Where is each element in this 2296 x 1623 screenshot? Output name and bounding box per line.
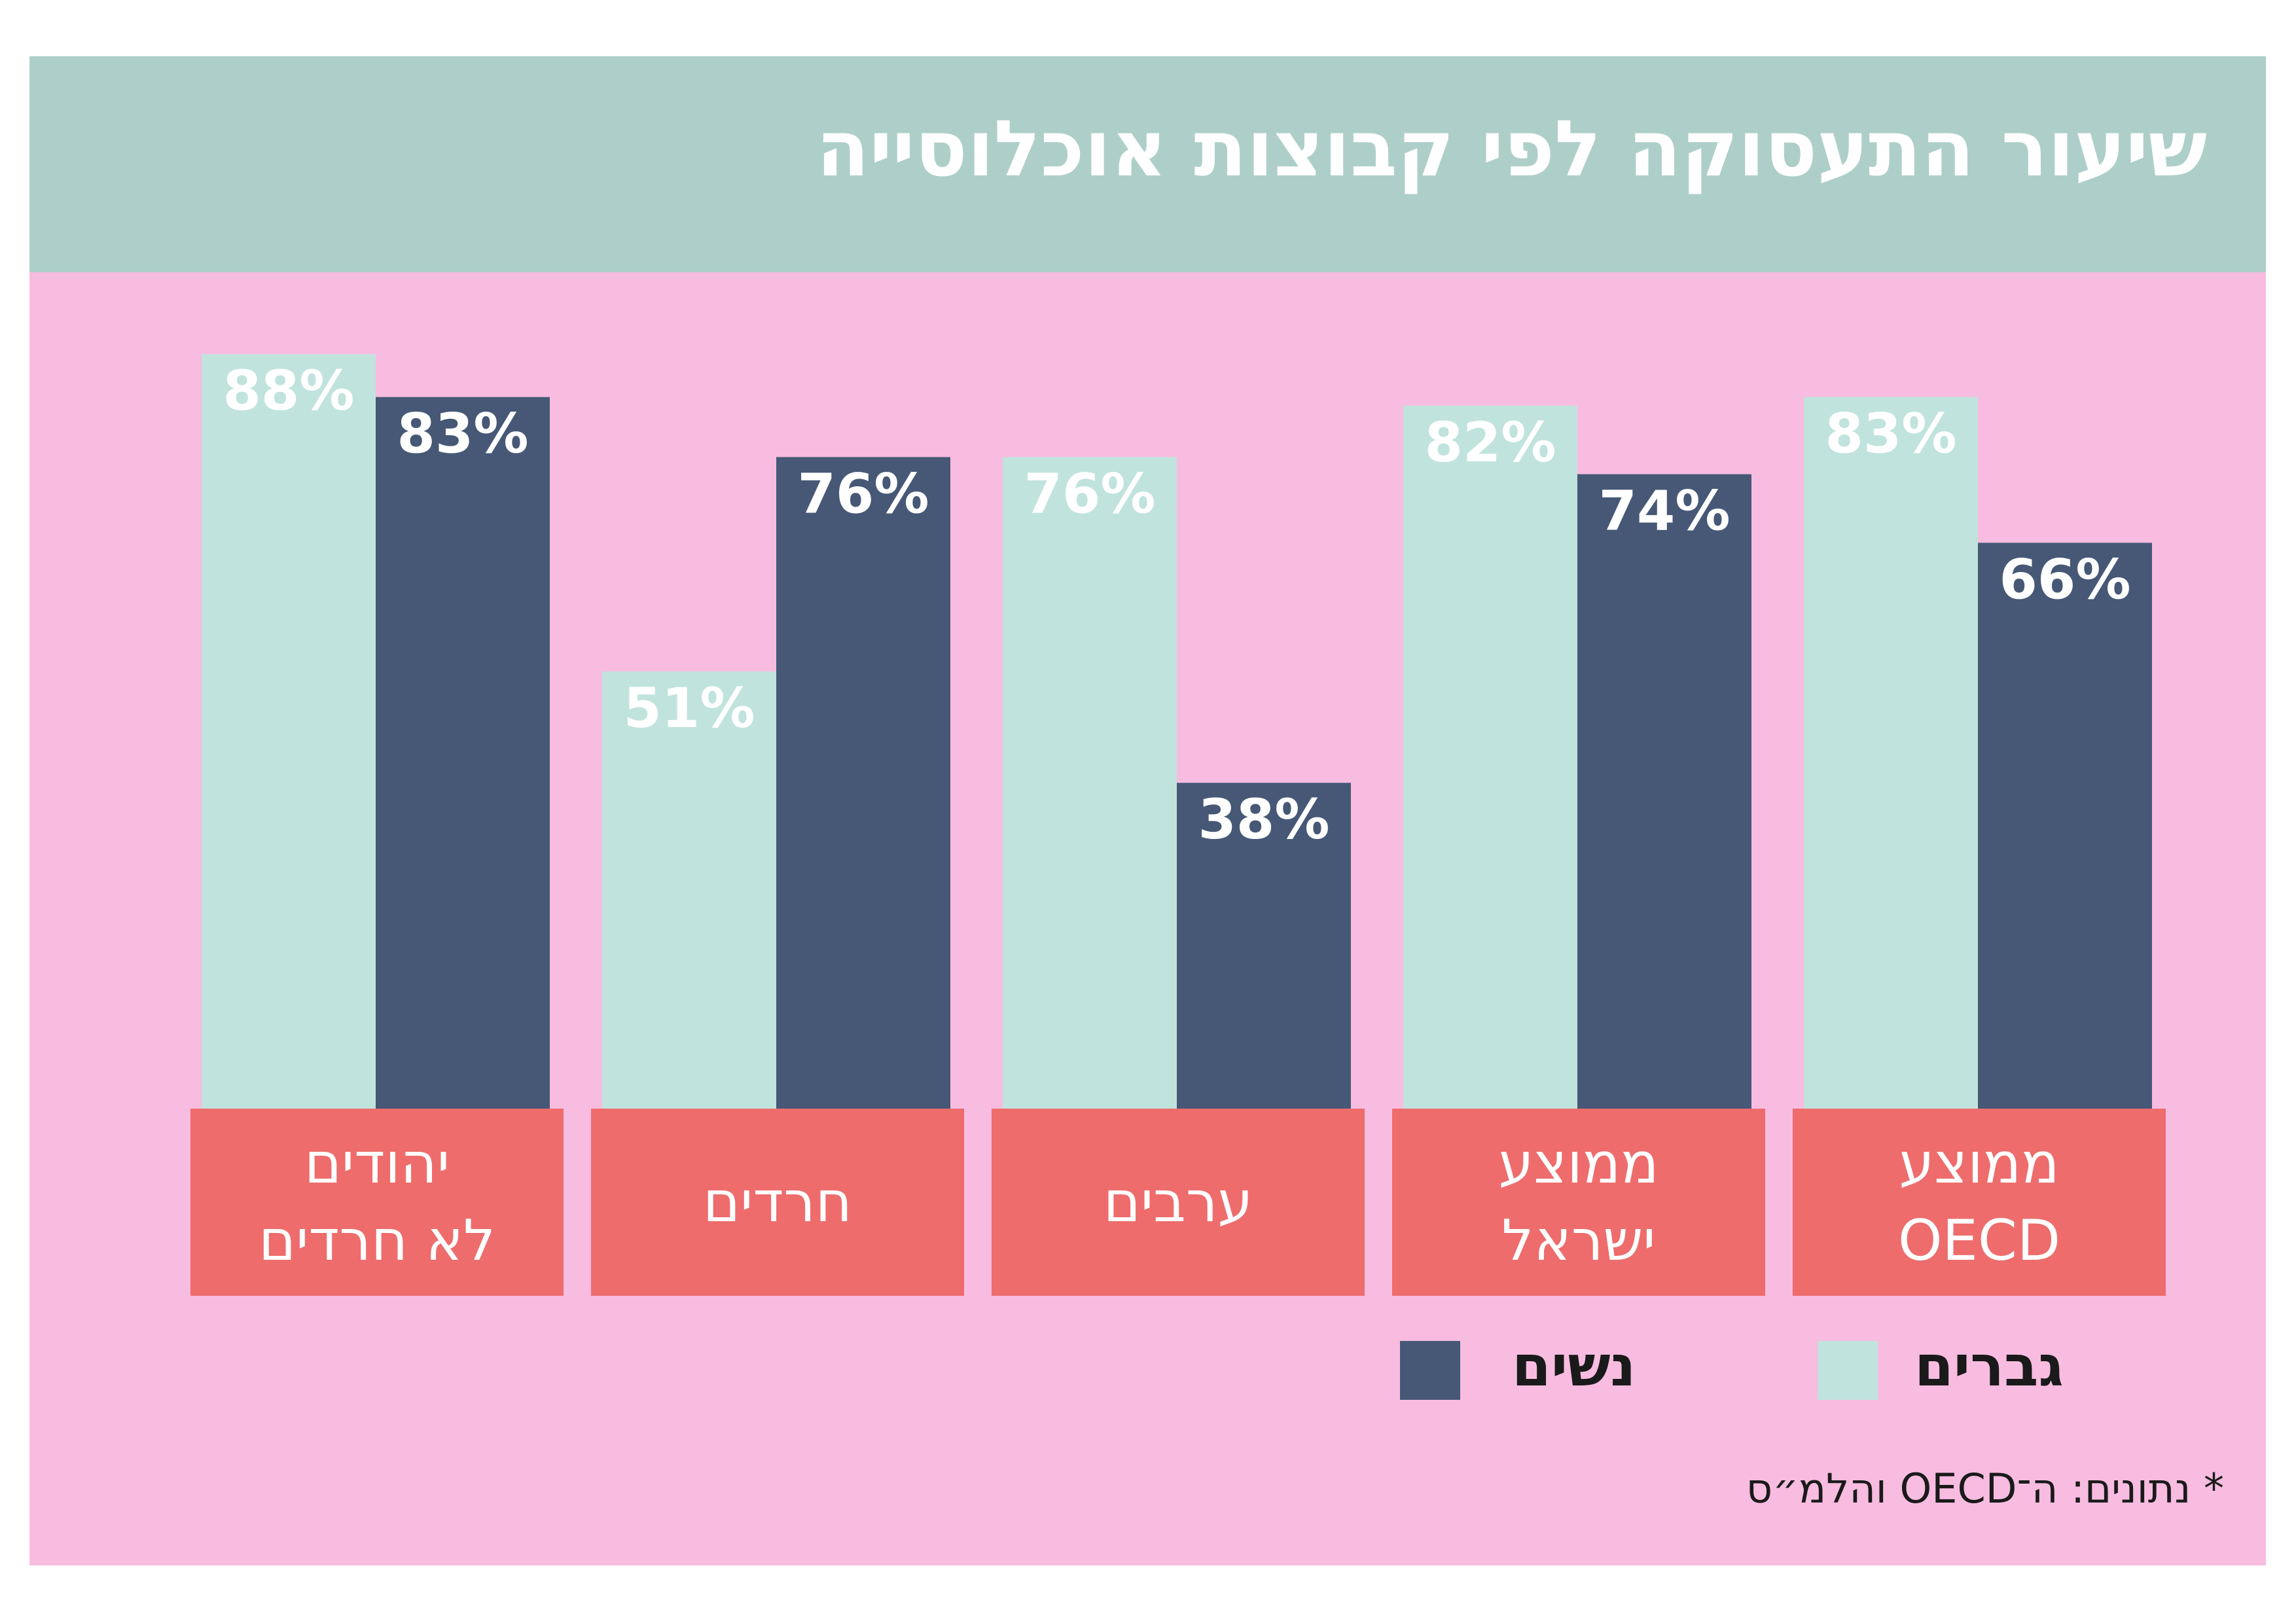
bar-men-3 bbox=[1403, 405, 1577, 1109]
legend-label-men: גברים bbox=[1914, 1334, 2064, 1399]
bar-women-2 bbox=[1177, 783, 1351, 1109]
category-label-1: חרדים bbox=[591, 1109, 964, 1296]
data-label-women-3: 74% bbox=[1598, 479, 1730, 543]
category-label-line2: OECD bbox=[1897, 1208, 2061, 1274]
data-label-men-2: 76% bbox=[1024, 461, 1155, 526]
legend-swatch-women bbox=[1400, 1341, 1460, 1400]
category-label-0: יהודים לא חרדים bbox=[190, 1109, 564, 1296]
bar-men-0 bbox=[202, 354, 376, 1109]
category-label-line2: ישראל bbox=[1501, 1208, 1656, 1274]
title-banner: שיעור התעסוקה לפי קבוצות אוכלוסייה bbox=[29, 56, 2266, 272]
category-label-2: ערבים bbox=[992, 1109, 1365, 1296]
bar-men-4 bbox=[1804, 397, 1978, 1109]
category-label-4: ממוצע OECD bbox=[1793, 1109, 2166, 1296]
source-note: * נתונים: ה־OECD והלמ״ס bbox=[1746, 1465, 2224, 1512]
category-label-line2: לא חרדים bbox=[259, 1208, 495, 1274]
data-label-women-4: 66% bbox=[1999, 547, 2130, 611]
bar-men-1 bbox=[602, 671, 776, 1109]
bar-men-2 bbox=[1003, 457, 1177, 1109]
category-label-line1: יהודים bbox=[304, 1131, 450, 1196]
category-label-line1: ממוצע bbox=[1498, 1131, 1659, 1196]
legend-label-women: נשים bbox=[1512, 1334, 1636, 1399]
category-label-line1: ממוצע bbox=[1899, 1131, 2060, 1196]
chart-title: שיעור התעסוקה לפי קבוצות אוכלוסייה bbox=[816, 103, 2207, 194]
data-label-men-0: 88% bbox=[223, 359, 354, 423]
data-label-men-4: 83% bbox=[1825, 402, 1956, 466]
data-label-men-1: 51% bbox=[623, 676, 755, 740]
data-label-women-1: 76% bbox=[797, 461, 929, 526]
legend-swatch-men bbox=[1818, 1341, 1878, 1400]
bar-women-1 bbox=[776, 457, 950, 1109]
data-label-women-0: 83% bbox=[397, 402, 528, 466]
bar-women-0 bbox=[376, 397, 550, 1109]
bar-women-3 bbox=[1577, 474, 1751, 1109]
category-label-3: ממוצע ישראל bbox=[1392, 1109, 1765, 1296]
data-label-men-3: 82% bbox=[1424, 410, 1556, 474]
category-label-line1: חרדים bbox=[703, 1169, 852, 1235]
category-label-line1: ערבים bbox=[1103, 1169, 1253, 1235]
bar-women-4 bbox=[1978, 543, 2152, 1109]
data-label-women-2: 38% bbox=[1198, 787, 1329, 851]
